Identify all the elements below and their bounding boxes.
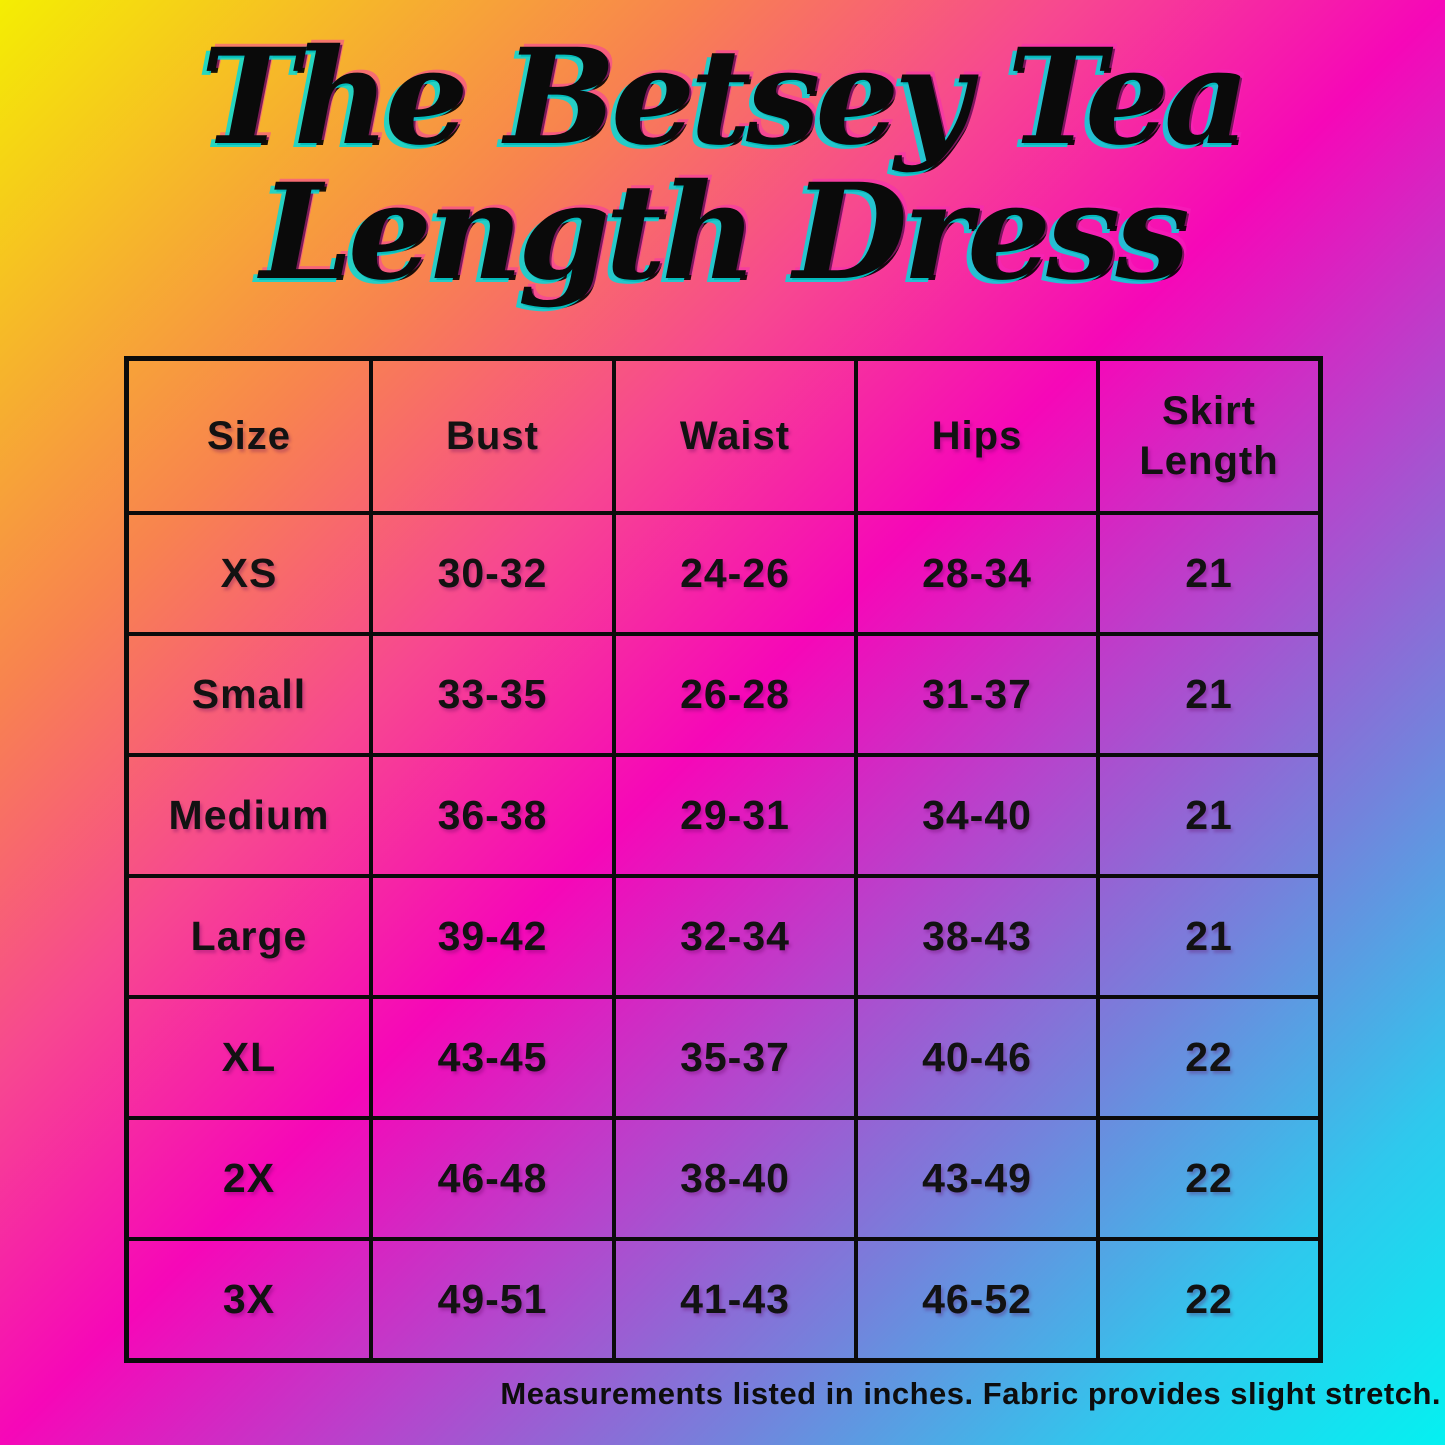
size-label-medium: Medium — [127, 755, 371, 876]
measurements-note: Measurements listed in inches. Fabric pr… — [500, 1376, 1441, 1411]
page-title-line-1: The Betsey Tea — [200, 20, 1249, 176]
size-label-xl: XL — [127, 997, 371, 1118]
3x-hips: 46-52 — [856, 1239, 1098, 1360]
xs-bust: 30-32 — [371, 513, 614, 634]
page-title: The Betsey Tea Length Dress — [0, 31, 1445, 300]
2x-bust: 46-48 — [371, 1118, 614, 1239]
size-label-2x: 2X — [127, 1118, 371, 1239]
small-skirt-length: 21 — [1098, 634, 1320, 755]
xs-hips: 28-34 — [856, 513, 1098, 634]
xs-skirt-length: 21 — [1098, 513, 1320, 634]
small-bust: 33-35 — [371, 634, 614, 755]
3x-waist: 41-43 — [614, 1239, 856, 1360]
3x-bust: 49-51 — [371, 1239, 614, 1360]
small-hips: 31-37 — [856, 634, 1098, 755]
medium-waist: 29-31 — [614, 755, 856, 876]
3x-skirt-length: 22 — [1098, 1239, 1320, 1360]
small-waist: 26-28 — [614, 634, 856, 755]
large-bust: 39-42 — [371, 876, 614, 997]
2x-waist: 38-40 — [614, 1118, 856, 1239]
medium-skirt-length: 21 — [1098, 755, 1320, 876]
page-title-line-2: Length Dress — [260, 155, 1190, 311]
2x-hips: 43-49 — [856, 1118, 1098, 1239]
large-hips: 38-43 — [856, 876, 1098, 997]
large-skirt-length: 21 — [1098, 876, 1320, 997]
medium-hips: 34-40 — [856, 755, 1098, 876]
column-header-bust: Bust — [371, 359, 614, 513]
xl-bust: 43-45 — [371, 997, 614, 1118]
column-header-size: Size — [127, 359, 371, 513]
size-label-large: Large — [127, 876, 371, 997]
column-header-skirt-length: Skirt Length — [1098, 359, 1320, 513]
size-table: Size Bust Waist Hips Skirt Length XS 30-… — [124, 356, 1323, 1363]
xl-hips: 40-46 — [856, 997, 1098, 1118]
2x-skirt-length: 22 — [1098, 1118, 1320, 1239]
column-header-waist: Waist — [614, 359, 856, 513]
xs-waist: 24-26 — [614, 513, 856, 634]
size-label-small: Small — [127, 634, 371, 755]
xl-skirt-length: 22 — [1098, 997, 1320, 1118]
large-waist: 32-34 — [614, 876, 856, 997]
size-label-3x: 3X — [127, 1239, 371, 1360]
medium-bust: 36-38 — [371, 755, 614, 876]
xl-waist: 35-37 — [614, 997, 856, 1118]
column-header-hips: Hips — [856, 359, 1098, 513]
size-label-xs: XS — [127, 513, 371, 634]
